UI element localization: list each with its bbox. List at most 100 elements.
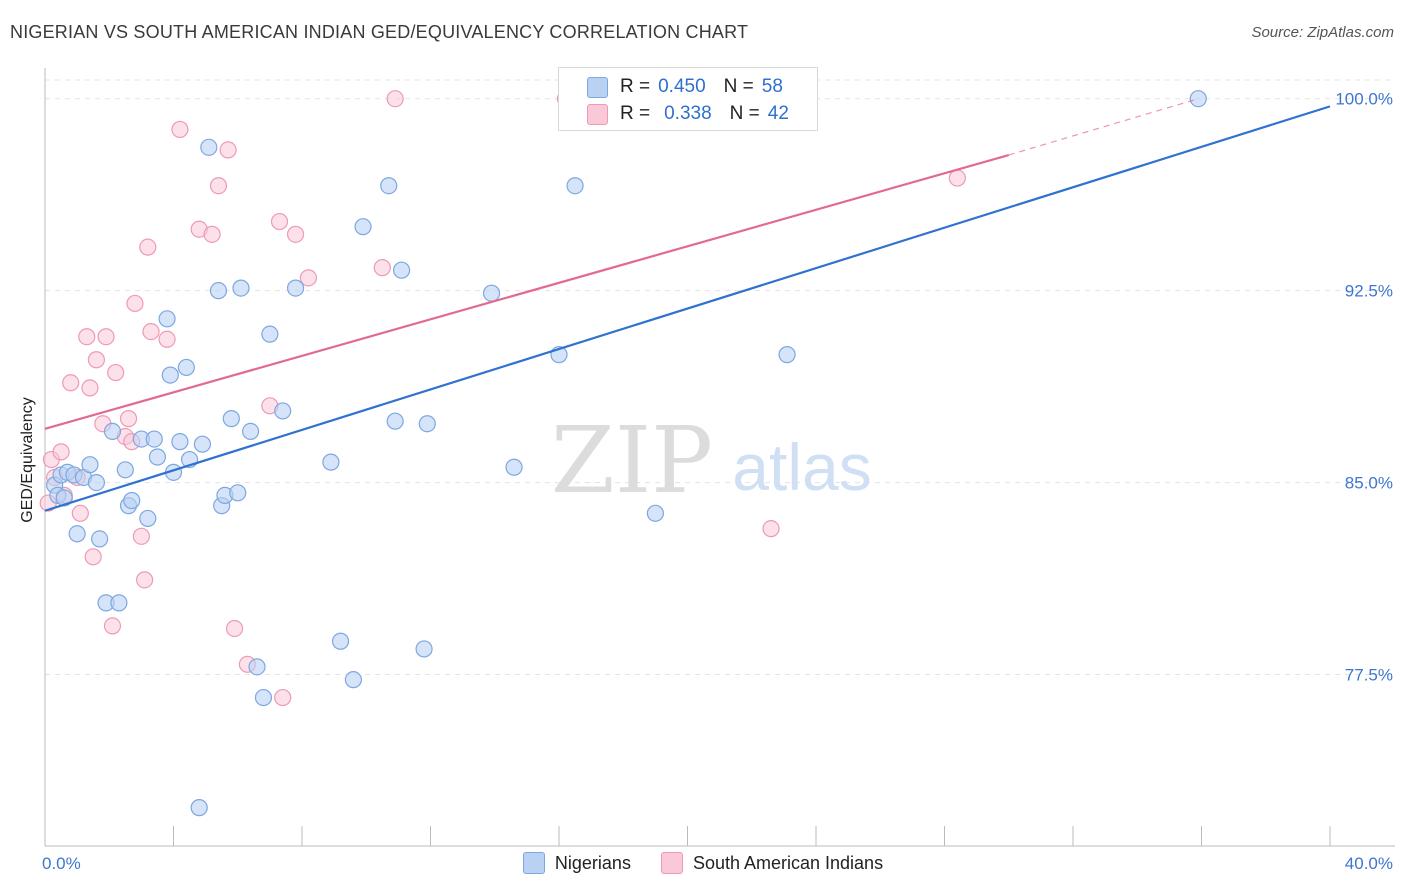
data-point-south-american-indians (203, 225, 221, 243)
data-point-nigerians (148, 448, 167, 466)
legend-row-nigerians: R = 0.450 N = 58 (559, 73, 783, 101)
data-point-nigerians (254, 688, 273, 707)
legend-n-value: 42 (767, 103, 789, 124)
data-point-nigerians (286, 279, 305, 297)
data-point-nigerians (161, 366, 179, 384)
legend-n-value: 58 (761, 76, 783, 97)
legend-n-label: N = (729, 103, 760, 124)
data-point-nigerians (145, 430, 163, 448)
data-point-nigerians (81, 456, 99, 474)
data-point-south-american-indians (71, 504, 89, 522)
trend-lines (44, 98, 1331, 512)
legend-item-nigerians[interactable]: Nigerians (522, 852, 631, 874)
trend-extension-south-american-indians (1008, 98, 1199, 156)
data-point-nigerians (415, 640, 433, 658)
data-point-nigerians (232, 279, 250, 297)
data-point-south-american-indians (286, 225, 305, 243)
data-point-nigerians (222, 410, 240, 428)
data-point-south-american-indians (299, 269, 318, 287)
legend-swatch-pink (587, 103, 608, 125)
legend-r-value: 0.338 (664, 103, 712, 124)
data-point-nigerians (392, 261, 411, 279)
x-tick-label: 0.0% (42, 854, 81, 873)
x-tick-label: 40.0% (1345, 854, 1393, 873)
legend-label-nigerians: Nigerians (554, 852, 631, 873)
data-point-nigerians (354, 218, 372, 236)
data-point-south-american-indians (107, 363, 125, 382)
data-point-south-american-indians (762, 520, 780, 538)
data-point-nigerians (261, 325, 279, 343)
data-point-nigerians (139, 509, 157, 528)
data-point-nigerians (55, 489, 73, 507)
series-legend: Nigerians South American Indians (0, 852, 1406, 874)
data-point-nigerians (123, 491, 141, 510)
data-point-nigerians (1189, 90, 1207, 108)
data-point-nigerians (171, 433, 189, 451)
y-tick-label: 85.0% (1345, 474, 1393, 493)
data-point-south-american-indians (52, 443, 70, 461)
data-point-south-american-indians (62, 374, 80, 392)
data-point-nigerians (386, 412, 404, 430)
watermark-atlas: atlas (732, 430, 871, 504)
data-point-nigerians (103, 422, 122, 441)
data-point-south-american-indians (84, 548, 102, 566)
legend-row-south-american-indians: R = 0.338 N = 42 (559, 100, 789, 128)
data-point-nigerians (274, 402, 292, 420)
trend-line-south-american-indians (44, 153, 1010, 430)
legend-swatch-pink (660, 852, 683, 874)
data-point-south-american-indians (142, 322, 160, 341)
chart-title: NIGERIAN VS SOUTH AMERICAN INDIAN GED/EQ… (10, 22, 749, 42)
data-point-south-american-indians (135, 571, 154, 589)
data-point-nigerians (110, 594, 128, 612)
data-point-south-american-indians (132, 527, 150, 545)
data-point-nigerians (87, 473, 106, 492)
data-point-nigerians (646, 504, 664, 522)
legend-swatch-blue (522, 852, 545, 874)
data-point-nigerians (242, 422, 260, 441)
legend-r-label: R = (620, 76, 651, 97)
y-tick-label: 92.5% (1345, 282, 1393, 301)
data-point-south-american-indians (158, 330, 176, 348)
data-point-nigerians (116, 461, 134, 479)
data-point-south-american-indians (126, 294, 144, 313)
series-south-american-indians (39, 90, 966, 707)
legend-n-label: N = (723, 76, 754, 97)
data-point-nigerians (322, 453, 340, 471)
data-point-nigerians (177, 358, 195, 377)
data-point-south-american-indians (87, 351, 106, 369)
watermark: ZIP atlas (551, 407, 872, 514)
source-credit: Source: ZipAtlas.com (1251, 24, 1394, 41)
data-point-south-american-indians (81, 379, 99, 397)
data-point-south-american-indians (270, 212, 289, 231)
data-point-south-american-indians (139, 238, 157, 256)
data-point-nigerians (248, 658, 266, 676)
y-tick-label: 77.5% (1345, 666, 1393, 685)
data-point-nigerians (344, 671, 362, 689)
data-point-south-american-indians (171, 120, 189, 139)
legend-r-label: R = (620, 103, 651, 124)
data-point-south-american-indians (119, 410, 138, 428)
data-point-nigerians (91, 530, 109, 548)
legend-swatch-blue (587, 76, 608, 98)
legend-r-value: 0.450 (658, 76, 706, 97)
data-point-nigerians (158, 310, 176, 328)
data-point-nigerians (190, 799, 208, 817)
data-point-south-american-indians (103, 617, 122, 635)
data-point-nigerians (482, 284, 501, 302)
legend-item-south-american-indians[interactable]: South American Indians (660, 852, 884, 874)
data-point-south-american-indians (97, 328, 115, 346)
y-tick-label: 100.0% (1335, 90, 1393, 109)
data-point-south-american-indians (274, 688, 292, 707)
data-point-nigerians (778, 346, 796, 364)
data-point-nigerians (566, 177, 584, 195)
data-point-nigerians (68, 525, 86, 543)
data-point-south-american-indians (225, 619, 244, 638)
grid-lines (45, 79, 1395, 676)
series-nigerians (46, 90, 1207, 817)
data-point-nigerians (331, 632, 350, 650)
data-point-south-american-indians (948, 169, 966, 187)
legend-label-south-american-indians: South American Indians (692, 852, 884, 873)
axes (44, 68, 1395, 847)
data-point-south-american-indians (78, 328, 96, 346)
